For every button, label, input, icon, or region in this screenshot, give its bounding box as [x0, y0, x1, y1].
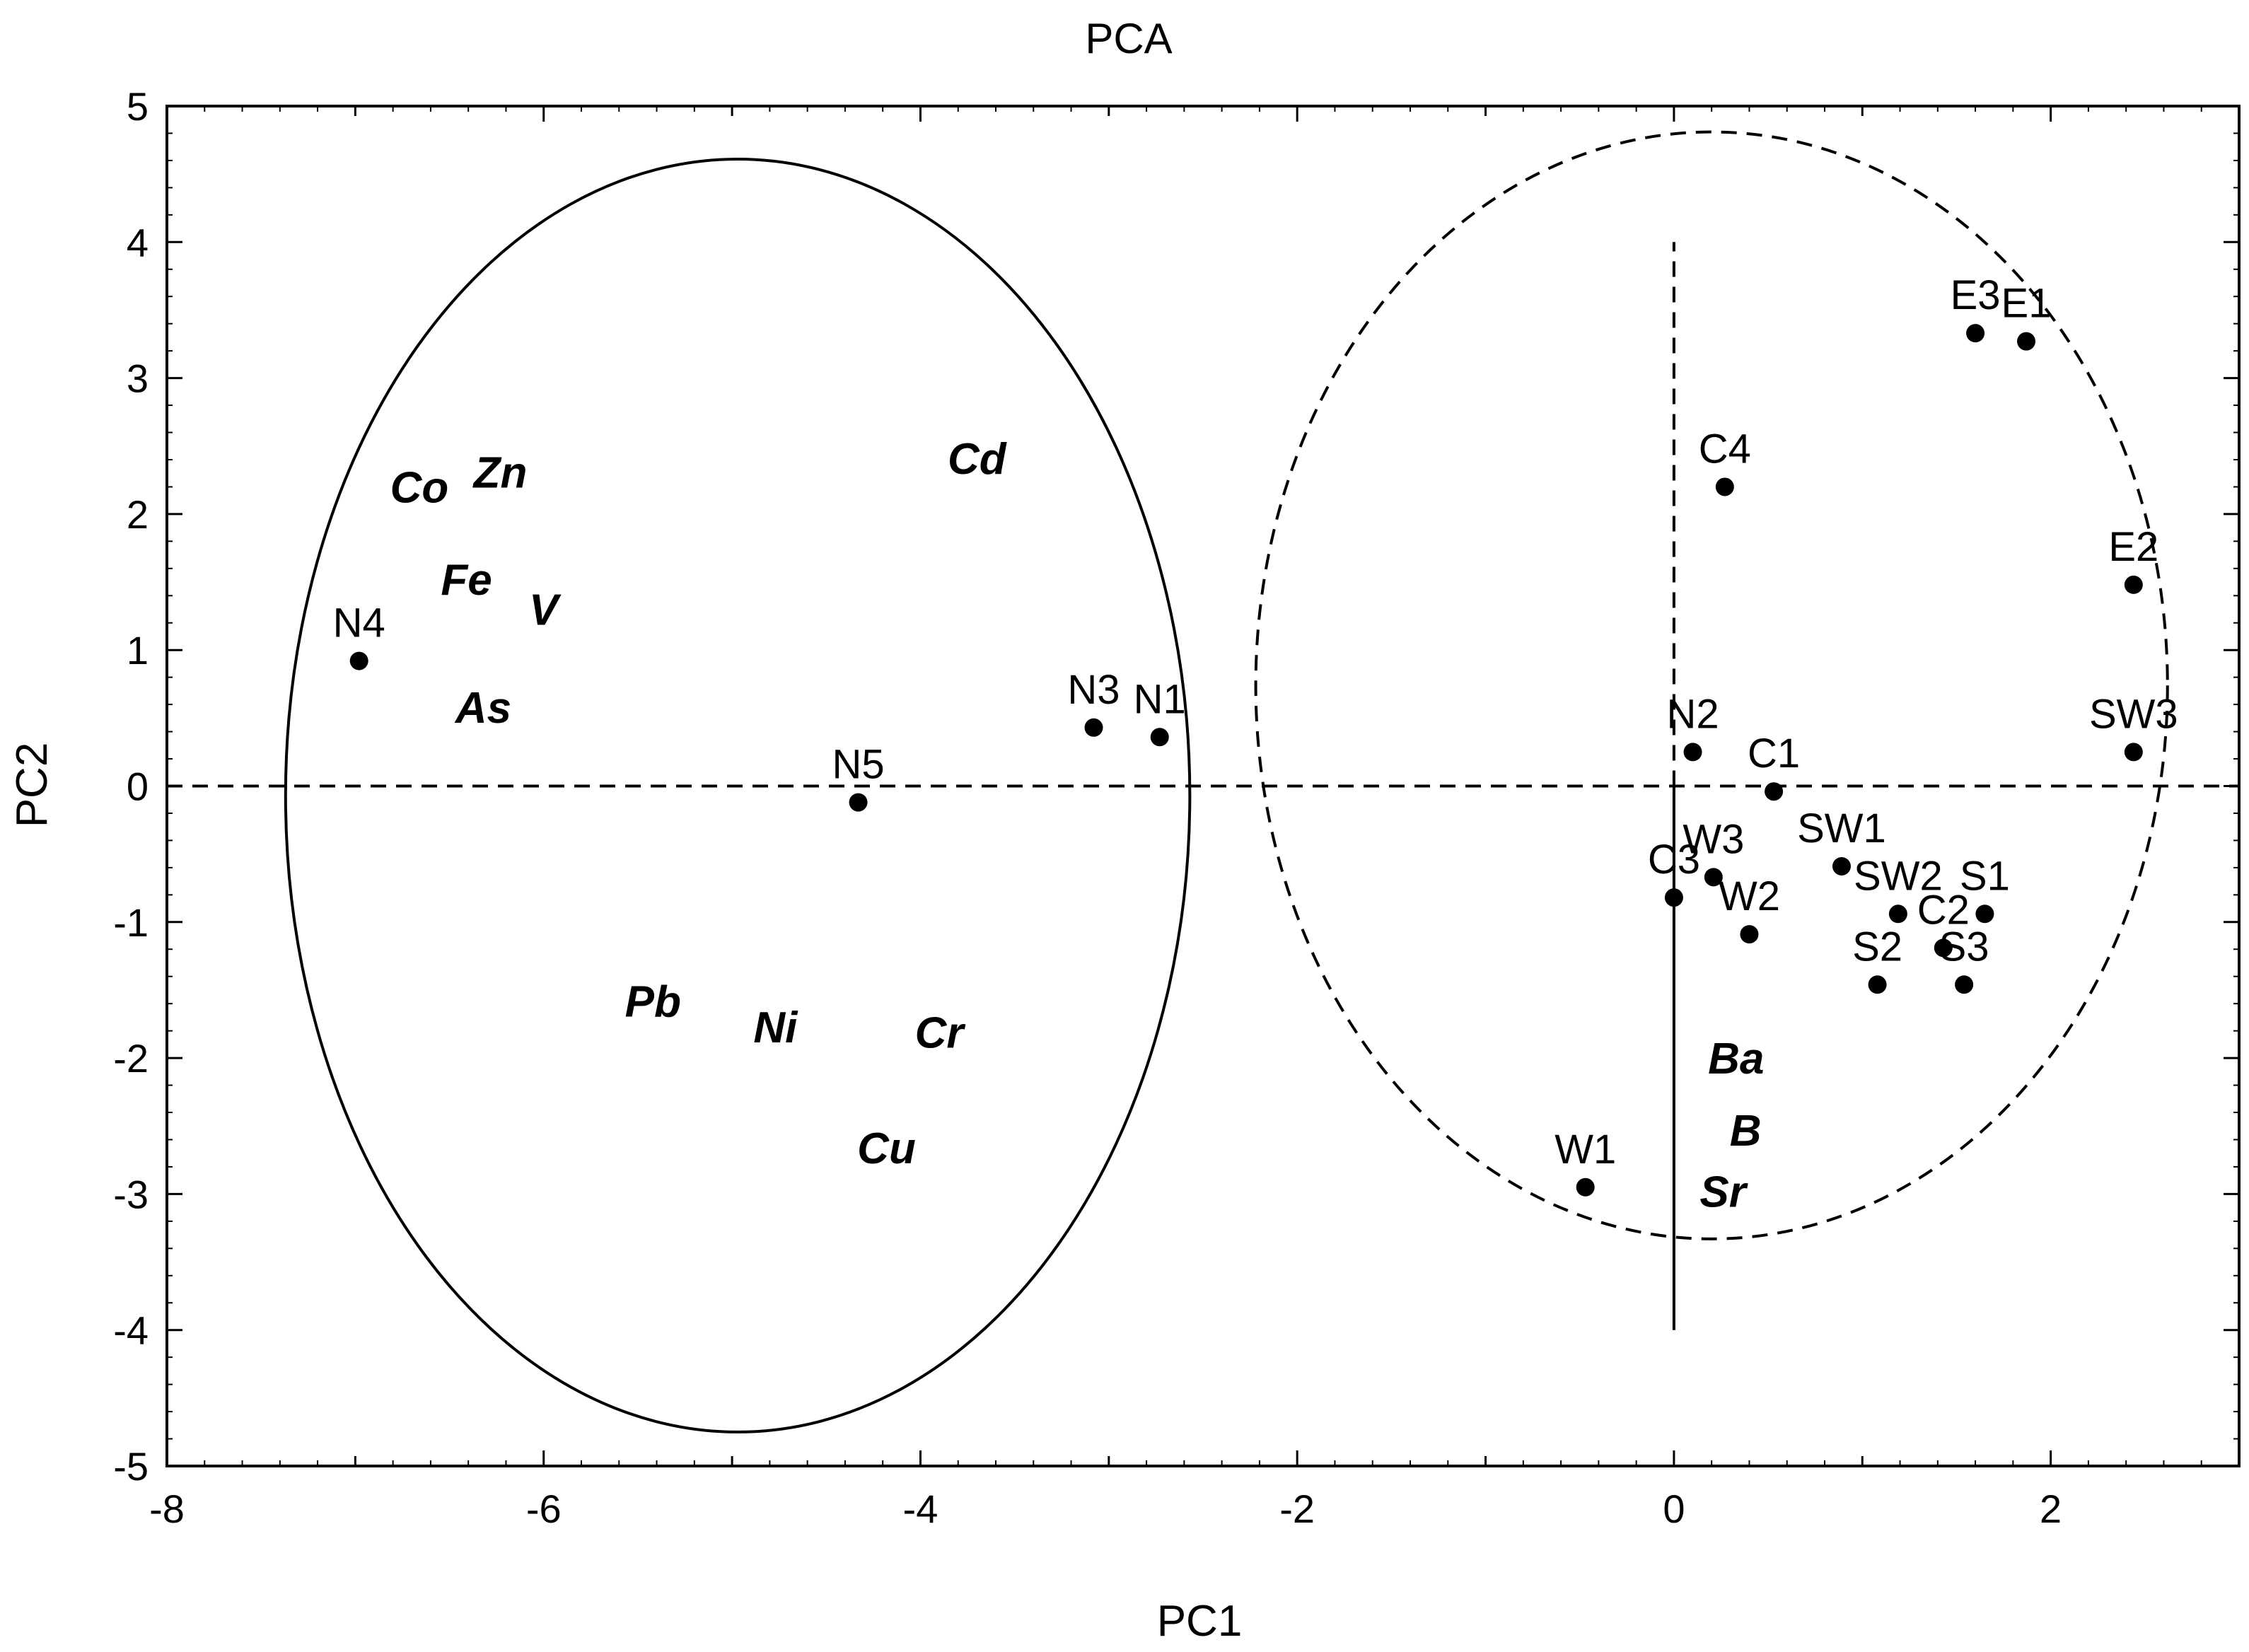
sample-point-label: W1 [1554, 1127, 1616, 1173]
sample-point-label: C1 [1748, 731, 1800, 776]
sample-point-label: S2 [1852, 924, 1902, 970]
sample-point [1832, 856, 1851, 876]
sample-point-label: S3 [1939, 924, 1989, 970]
sample-point-label: C4 [1699, 426, 1751, 472]
sample-point-label: E3 [1951, 272, 2001, 318]
dashed-group-ellipse [1254, 130, 2169, 1240]
sample-point [1955, 975, 1974, 994]
sample-point [2124, 575, 2143, 594]
y-tick-label: -1 [113, 900, 149, 945]
x-axis-title: PC1 [1157, 1597, 1243, 1646]
sample-point-label: N2 [1666, 691, 1719, 737]
y-tick-label: -5 [113, 1444, 149, 1489]
sample-point [849, 793, 868, 812]
sample-point-label: E2 [2108, 524, 2158, 570]
sample-point [1576, 1177, 1595, 1197]
y-tick-label: 1 [127, 628, 149, 673]
sample-point [1975, 904, 1994, 924]
sample-point [1868, 975, 1887, 994]
sample-point [349, 651, 368, 670]
sample-point-label: E1 [2001, 281, 2052, 327]
variable-label: Zn [472, 448, 528, 497]
x-tick-label: 0 [1663, 1487, 1685, 1531]
chart-title: PCA [1085, 15, 1172, 62]
sample-point [1740, 925, 1759, 944]
variable-label: V [529, 586, 562, 635]
y-tick-label: 0 [127, 764, 149, 809]
sample-point [1934, 938, 1953, 958]
sample-point-label: N3 [1067, 667, 1120, 713]
sample-point [1683, 743, 1702, 762]
sample-point-label: C2 [1917, 887, 1970, 933]
y-tick-label: 2 [127, 492, 149, 537]
variable-label: Fe [441, 556, 492, 605]
sample-point [1150, 728, 1169, 747]
variable-label: Co [390, 463, 449, 512]
sample-point-label: S1 [1960, 853, 2010, 899]
sample-point-label: N5 [832, 742, 884, 788]
sample-point [1888, 904, 1907, 924]
x-tick-label: -2 [1279, 1487, 1315, 1531]
variable-label: Pb [625, 977, 681, 1026]
sample-point [1664, 888, 1683, 907]
y-tick-label: 4 [127, 220, 149, 264]
y-tick-label: 3 [127, 356, 149, 401]
sample-point [2124, 743, 2143, 762]
sample-point-label: W3 [1683, 816, 1744, 862]
sample-point [1966, 324, 1985, 343]
y-tick-label: -3 [113, 1172, 149, 1216]
variable-label: As [454, 684, 511, 733]
variable-label: Sr [1699, 1168, 1748, 1217]
sample-point-label: SW1 [1797, 805, 1886, 851]
sample-point-label: SW3 [2089, 691, 2178, 737]
x-tick-label: -6 [526, 1487, 562, 1531]
sample-point-label: W2 [1719, 873, 1780, 919]
x-tick-label: 2 [2040, 1487, 2062, 1531]
x-tick-label: -4 [903, 1487, 938, 1531]
variable-label: Cd [948, 435, 1007, 484]
sample-point [1765, 782, 1784, 801]
y-axis-title: PC2 [8, 743, 57, 828]
sample-point [1084, 718, 1103, 737]
sample-point-label: N1 [1134, 676, 1186, 722]
x-tick-label: -8 [149, 1487, 185, 1531]
sample-point-label: C3 [1648, 837, 1700, 883]
solid-group-ellipse [284, 157, 1192, 1433]
variable-label: Ba [1708, 1035, 1764, 1083]
variable-label: Cr [915, 1009, 966, 1058]
sample-point [1715, 477, 1734, 496]
y-tick-label: 5 [127, 84, 149, 129]
sample-point-label: SW2 [1854, 853, 1943, 899]
variable-label: Cu [857, 1124, 916, 1173]
sample-point [2017, 332, 2036, 351]
sample-point [1704, 868, 1723, 887]
variable-label: B [1730, 1107, 1762, 1156]
variable-label: Ni [753, 1004, 798, 1052]
y-tick-label: -2 [113, 1036, 149, 1081]
sample-point-label: N4 [333, 600, 385, 646]
y-tick-label: -4 [113, 1308, 149, 1353]
